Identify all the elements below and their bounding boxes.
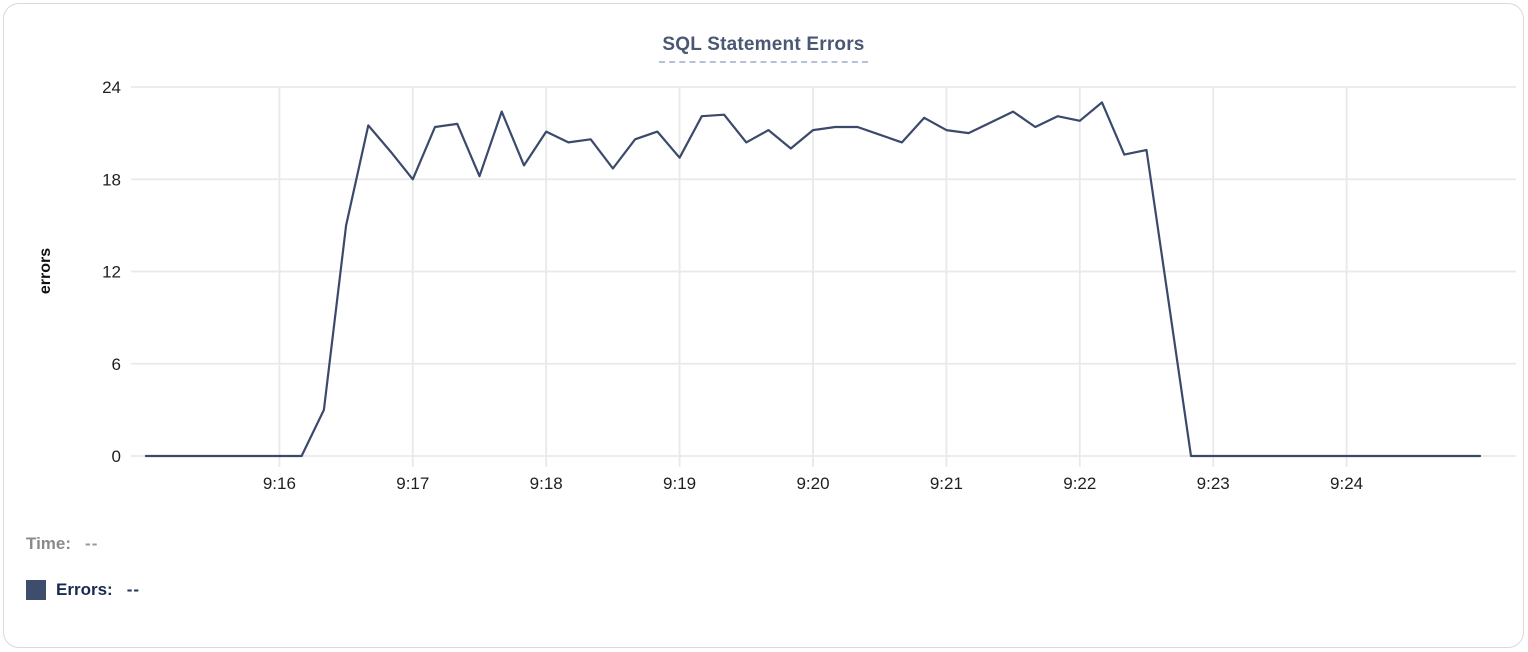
chart-title-link[interactable]: SQL Statement Errors — [659, 34, 868, 63]
errors-line-chart[interactable]: 0 6 12 18 24 9:16 9:17 9:18 9:19 9:20 9:21 9:22 9:23… — [4, 4, 1524, 519]
legend-errors-label: Errors: — [56, 580, 113, 599]
x-tick-label: 9:20 — [796, 474, 829, 493]
errors-series-swatch[interactable] — [26, 580, 46, 600]
y-tick-label: 12 — [102, 263, 121, 282]
legend-errors-row[interactable]: Errors: -- — [26, 578, 426, 602]
y-axis-label: errors — [37, 248, 54, 294]
y-tick-label: 18 — [102, 170, 121, 189]
x-tick-label: 9:23 — [1197, 474, 1230, 493]
y-tick-label: 6 — [112, 355, 121, 374]
x-tick-label: 9:16 — [263, 474, 296, 493]
legend-time-row: Time: -- — [26, 532, 426, 556]
legend-time-label: Time: — [26, 534, 72, 553]
y-tick-label: 24 — [102, 78, 121, 97]
x-tick-label: 9:21 — [930, 474, 963, 493]
x-tick-label: 9:24 — [1330, 474, 1363, 493]
legend-errors-value: -- — [126, 580, 141, 599]
y-tick-label: 0 — [112, 447, 121, 466]
x-tick-label: 9:19 — [663, 474, 696, 493]
legend-time-value: -- — [85, 534, 99, 553]
x-tick-label: 9:18 — [530, 474, 563, 493]
chart-title-wrap: SQL Statement Errors — [4, 34, 1523, 63]
chart-card: SQL Statement Errors 0 6 12 18 24 9:16 9:17 9:1… — [3, 3, 1524, 648]
x-tick-label: 9:17 — [396, 474, 429, 493]
chart-legend: Time: -- Errors: -- — [26, 532, 426, 624]
errors-series-line — [144, 101, 1482, 458]
x-tick-label: 9:22 — [1063, 474, 1096, 493]
